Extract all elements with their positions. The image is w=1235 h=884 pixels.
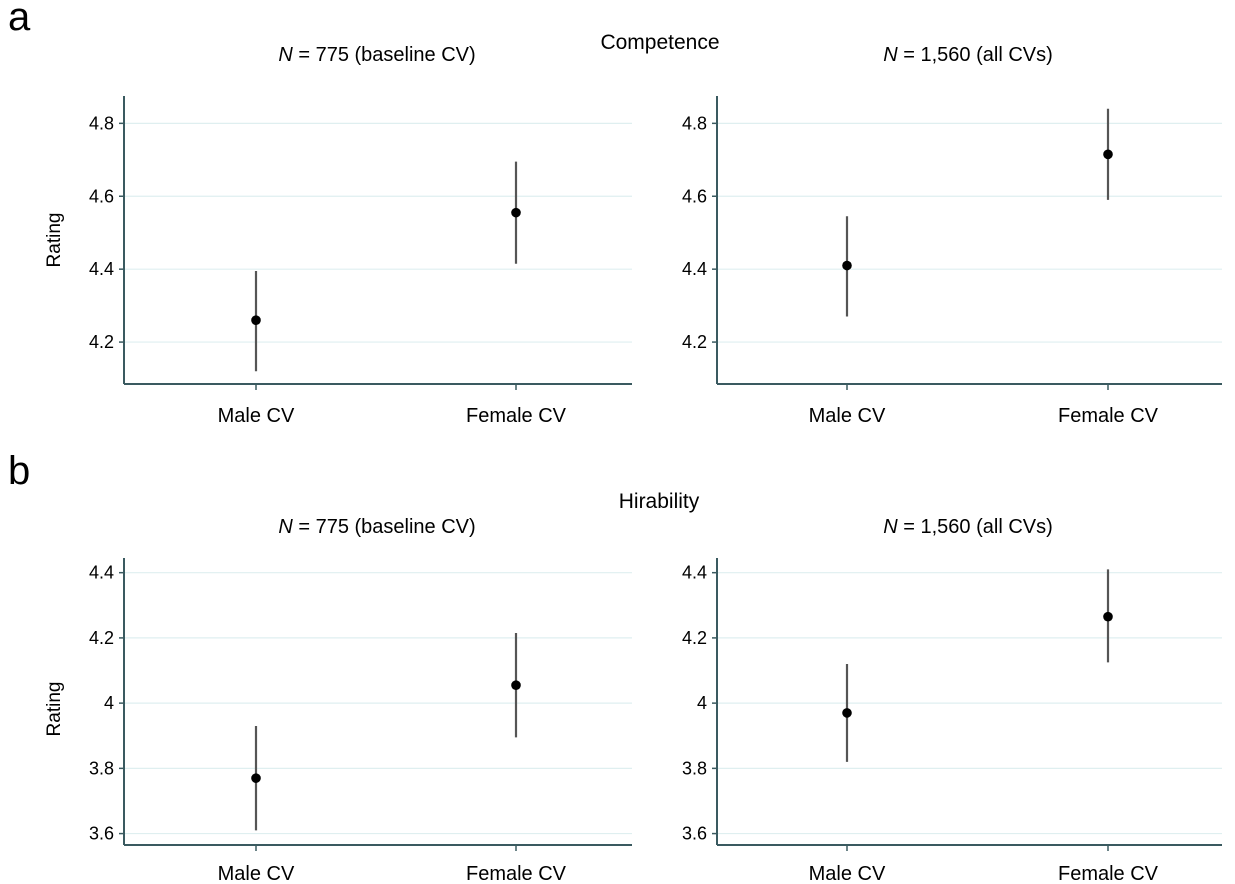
x-category-label: Male CV [218, 405, 295, 427]
x-category-label: Female CV [1058, 863, 1159, 884]
data-point [251, 315, 261, 326]
subtitle-n: N [883, 44, 898, 66]
subtitle-n: N [883, 516, 898, 538]
x-category-label: Female CV [1058, 405, 1159, 427]
panel-letter: b [8, 449, 30, 493]
y-axis-label: Rating [44, 682, 65, 737]
y-tick-label: 3.8 [682, 758, 707, 778]
chart-panel-4: N = 1,560 (all CVs) 3.6 3.8 4 4.2 4.4 Male CV F… [682, 516, 1222, 884]
subtitle-text: = 1,560 (all CVs) [898, 44, 1053, 66]
subtitle-text: = 775 (baseline CV) [293, 44, 476, 66]
data-point [842, 708, 852, 718]
y-tick-label: 4.8 [682, 113, 707, 133]
data-point [1103, 611, 1113, 622]
section-title: Hirability [619, 490, 700, 513]
data-point [511, 680, 521, 690]
section-title: Competence [600, 31, 719, 54]
subtitle-text: = 1,560 (all CVs) [898, 516, 1053, 538]
subtitle-text: = 775 (baseline CV) [293, 516, 476, 538]
subtitle-n: N [278, 516, 293, 538]
x-category-label: Male CV [218, 863, 295, 884]
panel-subtitle: N = 775 (baseline CV) [278, 44, 475, 66]
y-tick-label: 4.6 [89, 186, 114, 206]
panel-letter: a [8, 0, 31, 39]
x-category-label: Female CV [466, 863, 567, 884]
chart-panel-1: a Competence N = 775 (baseline CV) Rating 4.… [8, 0, 720, 427]
data-point [511, 207, 521, 218]
subtitle-n: N [278, 44, 293, 66]
panel-subtitle: N = 1,560 (all CVs) [883, 44, 1053, 66]
y-tick-label: 3.6 [89, 824, 114, 844]
y-tick-label: 4.2 [89, 628, 114, 648]
panel-subtitle: N = 775 (baseline CV) [278, 516, 475, 538]
chart-panel-3: b Hirability N = 775 (baseline CV) Rating 3.… [8, 449, 700, 884]
x-category-label: Male CV [809, 863, 886, 884]
y-tick-label: 4.4 [89, 259, 114, 279]
y-tick-label: 4 [697, 693, 707, 713]
data-point [1103, 149, 1113, 160]
y-tick-label: 4.4 [682, 563, 707, 583]
y-tick-label: 4.2 [89, 332, 114, 352]
y-tick-label: 4.6 [682, 186, 707, 206]
data-point [251, 773, 261, 783]
x-category-label: Male CV [809, 405, 886, 427]
y-tick-label: 4.4 [682, 259, 707, 279]
data-point [842, 260, 852, 271]
y-tick-label: 3.8 [89, 758, 114, 778]
y-tick-label: 4.4 [89, 563, 114, 583]
y-axis-label: Rating [44, 213, 65, 268]
x-category-label: Female CV [466, 405, 567, 427]
y-tick-label: 4.2 [682, 628, 707, 648]
y-tick-label: 4.2 [682, 332, 707, 352]
panel-subtitle: N = 1,560 (all CVs) [883, 516, 1053, 538]
y-tick-label: 4 [104, 693, 114, 713]
chart-panel-2: N = 1,560 (all CVs) 4.2 4.4 4.6 4.8 Male CV Fe… [682, 44, 1222, 427]
y-tick-label: 4.8 [89, 113, 114, 133]
y-tick-label: 3.6 [682, 824, 707, 844]
